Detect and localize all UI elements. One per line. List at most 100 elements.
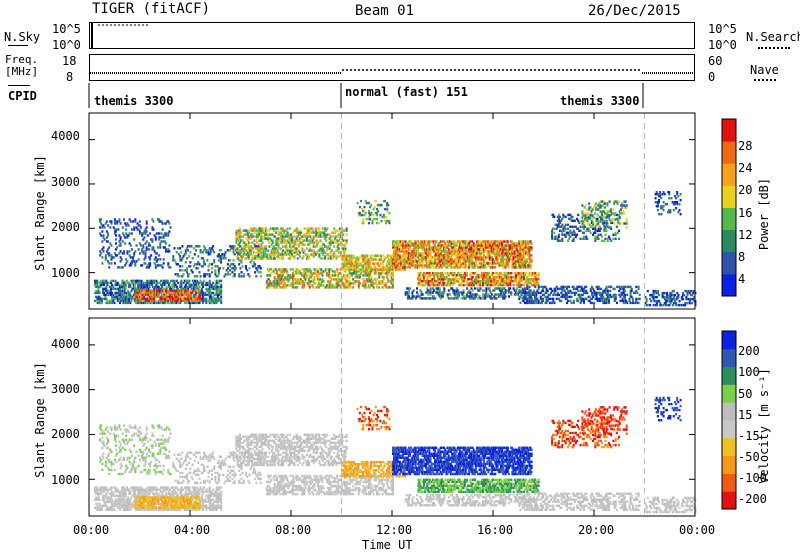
data-cell	[476, 246, 479, 249]
data-cell	[487, 246, 490, 249]
data-cell	[492, 280, 495, 283]
data-cell	[145, 266, 148, 269]
data-cell	[254, 271, 257, 274]
data-cell	[103, 238, 106, 241]
data-cell	[160, 291, 163, 294]
data-cell	[440, 256, 443, 259]
data-cell	[437, 254, 440, 257]
data-cell	[226, 249, 229, 252]
data-cell	[197, 261, 200, 264]
data-cell	[480, 256, 483, 259]
data-cell	[303, 233, 306, 236]
data-cell	[353, 270, 356, 273]
data-cell	[479, 244, 482, 247]
data-cell	[390, 264, 393, 267]
data-cell	[238, 245, 241, 248]
data-cell	[341, 243, 344, 246]
data-cell	[513, 254, 516, 257]
data-cell	[448, 258, 451, 261]
data-cell	[97, 289, 100, 293]
data-cell	[439, 252, 442, 255]
data-cell	[198, 245, 201, 248]
data-cell	[452, 272, 455, 275]
data-cell	[211, 247, 213, 250]
data-cell	[243, 251, 246, 254]
data-cell	[393, 258, 396, 261]
data-cell	[238, 239, 241, 242]
data-cell	[152, 228, 155, 231]
data-cell	[247, 229, 250, 232]
data-cell	[191, 271, 194, 274]
data-cell	[471, 262, 474, 265]
data-cell	[347, 284, 350, 287]
data-cell	[132, 279, 135, 283]
data-cell	[105, 240, 108, 243]
data-cell	[372, 258, 375, 261]
data-cell	[154, 285, 157, 289]
data-cell	[455, 252, 458, 255]
data-cell	[370, 282, 373, 285]
data-cell	[132, 260, 135, 263]
data-cell	[212, 295, 215, 299]
data-cell	[373, 266, 376, 269]
data-cell	[476, 240, 479, 243]
data-cell	[95, 281, 98, 285]
data-cell	[250, 233, 253, 236]
data-cell	[344, 276, 347, 279]
data-cell	[409, 246, 411, 249]
data-cell	[124, 287, 127, 291]
data-cell	[534, 282, 537, 285]
data-cell	[438, 260, 441, 263]
data-cell	[445, 276, 448, 279]
data-cell	[456, 264, 459, 267]
data-cell	[490, 258, 493, 261]
data-cell	[316, 239, 319, 242]
data-cell	[115, 242, 117, 245]
data-cell	[158, 295, 161, 299]
data-cell	[487, 262, 490, 265]
nsearch-label: N.Search	[746, 30, 800, 44]
data-cell	[288, 233, 291, 236]
data-cell	[512, 264, 515, 267]
data-cell	[491, 297, 493, 300]
data-cell	[499, 272, 502, 275]
data-cell	[95, 279, 98, 283]
data-cell	[348, 254, 351, 257]
data-cell	[331, 278, 334, 281]
data-cell	[338, 233, 341, 236]
data-cell	[468, 262, 471, 265]
data-cell	[504, 266, 507, 269]
data-cell	[204, 263, 207, 266]
data-cell	[244, 257, 247, 260]
data-cell	[212, 301, 215, 305]
data-cell	[290, 253, 292, 256]
data-cell	[265, 280, 268, 283]
data-cell	[402, 240, 405, 243]
data-cell	[265, 231, 267, 234]
data-cell	[217, 297, 220, 301]
data-cell	[234, 267, 237, 270]
data-cell	[283, 245, 286, 248]
data-cell	[182, 255, 185, 258]
data-cell	[484, 272, 487, 275]
data-cell	[431, 240, 434, 243]
data-cell	[522, 240, 525, 243]
data-cell	[128, 264, 131, 267]
data-cell	[251, 253, 254, 256]
data-cell	[418, 266, 421, 269]
data-cell	[290, 247, 292, 250]
data-cell	[195, 263, 197, 266]
data-cell	[326, 253, 329, 256]
data-cell	[163, 279, 166, 283]
data-cell	[482, 262, 485, 265]
data-cell	[235, 229, 238, 232]
data-cell	[291, 274, 294, 277]
data-cell	[447, 272, 450, 275]
data-cell	[296, 270, 299, 273]
data-cell	[494, 242, 497, 245]
data-cell	[311, 284, 314, 287]
nsearch-tick-bottom: 10^0	[708, 38, 737, 52]
data-cell	[439, 260, 442, 263]
data-cell	[411, 262, 414, 265]
data-cell	[460, 276, 463, 279]
